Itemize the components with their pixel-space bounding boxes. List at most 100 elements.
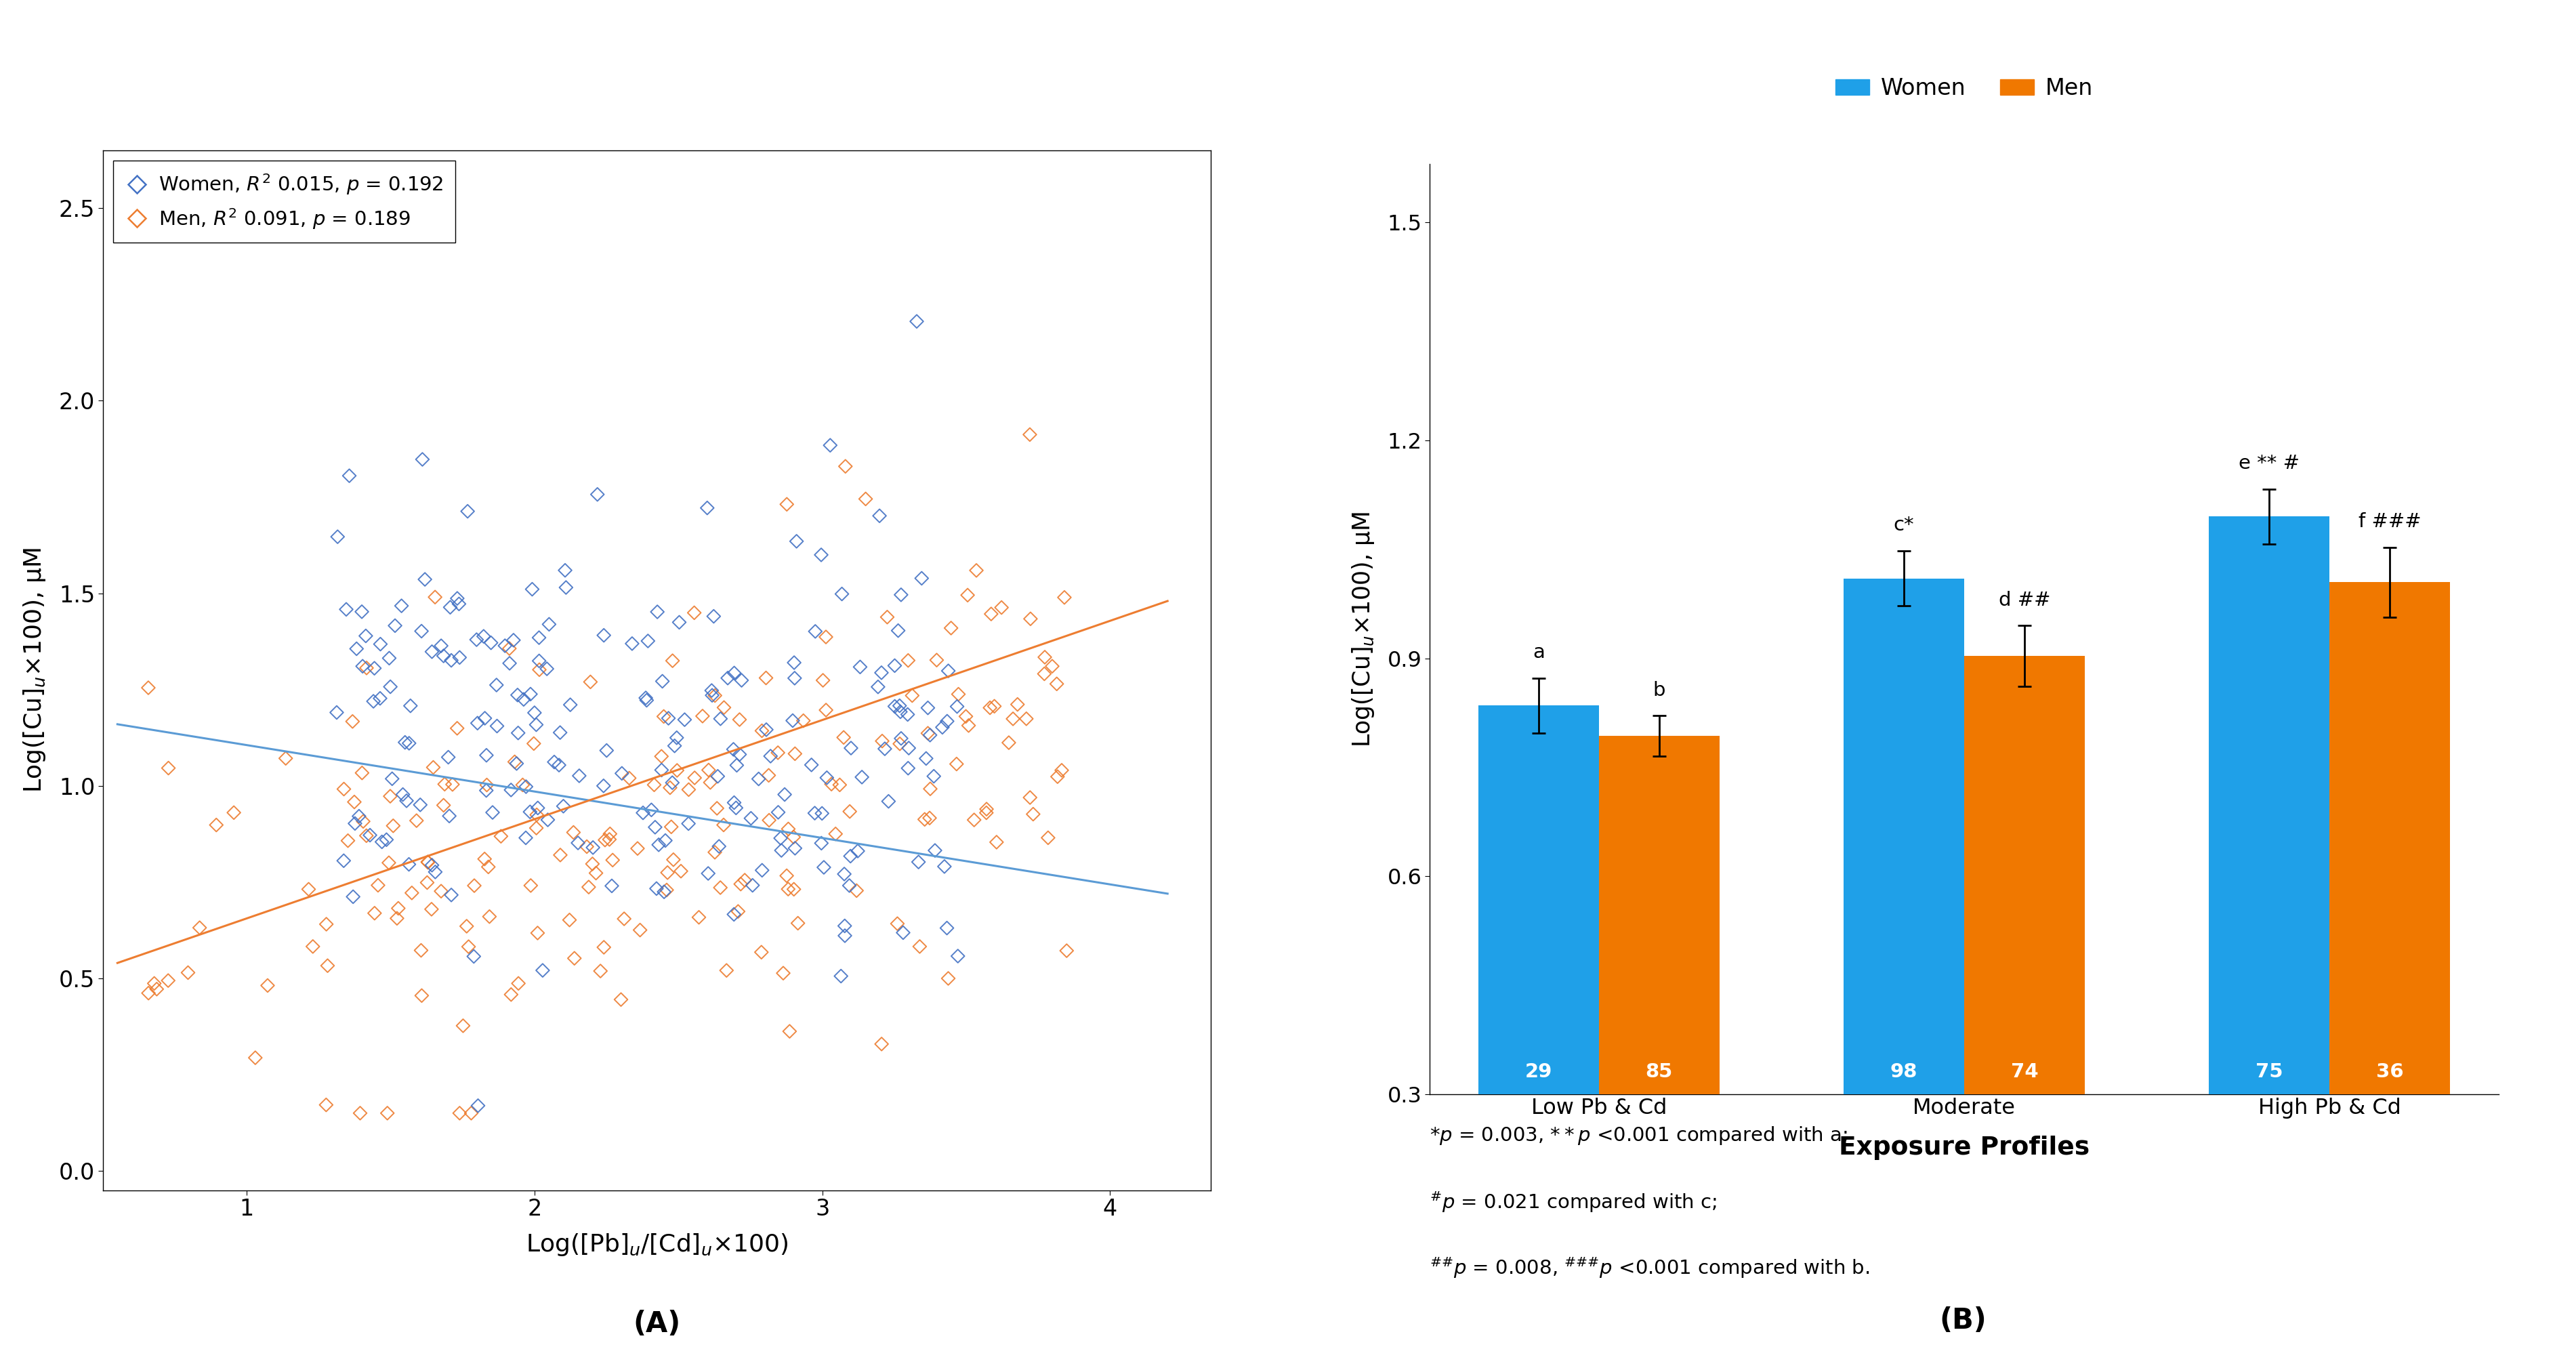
Point (513, 702, 554, 724)
Point (137, 978, 178, 1000)
Point (690, 684, 732, 706)
Point (688, 497, 729, 518)
Point (765, 865, 806, 886)
Point (407, 871, 448, 893)
Point (590, 824, 631, 845)
Point (340, 1103, 381, 1124)
Point (819, 966, 860, 988)
Point (647, 880, 688, 902)
Point (554, 948, 595, 970)
Point (948, 714, 989, 736)
Point (649, 777, 690, 799)
Point (479, 825, 520, 847)
Point (518, 798, 559, 819)
Point (629, 631, 670, 653)
Point (430, 650, 471, 672)
Point (399, 793, 440, 815)
Point (574, 862, 616, 884)
Point (322, 778, 363, 800)
Point (471, 802, 513, 824)
Point (497, 722, 538, 744)
Point (909, 724, 951, 746)
Point (489, 778, 531, 800)
Point (706, 959, 747, 981)
Point (801, 803, 842, 825)
Point (866, 606, 907, 628)
X-axis label: Log([Pb]$_u$/[Cd]$_u$×100): Log([Pb]$_u$/[Cd]$_u$×100) (526, 1231, 788, 1257)
Point (374, 815, 415, 837)
Point (389, 695, 430, 717)
Point (402, 449, 443, 471)
Point (644, 881, 685, 903)
Point (824, 925, 866, 947)
Point (412, 757, 453, 778)
Point (860, 662, 902, 684)
Point (353, 691, 394, 713)
Text: $^{\#}p$ = 0.021 compared with c;: $^{\#}p$ = 0.021 compared with c; (1430, 1190, 1716, 1215)
Point (966, 802, 1007, 824)
Point (719, 900, 760, 922)
Point (747, 765, 788, 787)
Point (907, 722, 948, 744)
Point (667, 778, 708, 800)
Point (644, 829, 685, 851)
Text: d ##: d ## (1999, 591, 2050, 610)
Point (714, 903, 755, 925)
Point (969, 696, 1010, 718)
Point (652, 815, 693, 837)
Point (1043, 587, 1084, 609)
Point (732, 874, 773, 896)
Point (822, 583, 863, 605)
Point (544, 560, 585, 581)
Point (1012, 803, 1054, 825)
Point (327, 830, 368, 852)
Point (147, 970, 188, 992)
Point (502, 774, 544, 796)
Point (860, 1033, 902, 1055)
Point (464, 848, 505, 870)
Point (420, 880, 461, 902)
Point (489, 984, 531, 1005)
Point (404, 569, 446, 591)
Point (626, 687, 667, 709)
Point (523, 959, 564, 981)
Point (757, 802, 799, 824)
Point (760, 840, 801, 862)
Point (549, 908, 590, 930)
Point (858, 505, 899, 527)
Point (600, 989, 641, 1011)
Point (757, 741, 799, 763)
Point (976, 832, 1018, 854)
Point (585, 740, 626, 762)
Point (358, 874, 399, 896)
Point (742, 941, 783, 963)
Point (881, 700, 922, 722)
Point (422, 795, 464, 817)
Point (361, 830, 402, 852)
Point (824, 863, 866, 885)
Point (829, 800, 871, 822)
Point (917, 650, 958, 672)
Point (690, 680, 732, 702)
Point (453, 945, 495, 967)
Bar (2329, 581, 2450, 1312)
Point (412, 899, 453, 921)
Point (332, 710, 374, 732)
Point (904, 808, 945, 830)
Point (721, 669, 762, 691)
Point (744, 668, 786, 689)
Point (569, 670, 611, 692)
Point (402, 985, 443, 1007)
Text: e ** #: e ** # (2239, 454, 2300, 473)
Point (1046, 940, 1087, 962)
Point (345, 657, 386, 679)
Point (714, 739, 755, 761)
Point (495, 751, 536, 773)
Point (690, 772, 732, 793)
Point (361, 633, 402, 655)
Point (992, 707, 1033, 729)
Point (824, 456, 866, 477)
Point (510, 683, 551, 705)
Point (374, 614, 415, 636)
Point (402, 620, 443, 642)
